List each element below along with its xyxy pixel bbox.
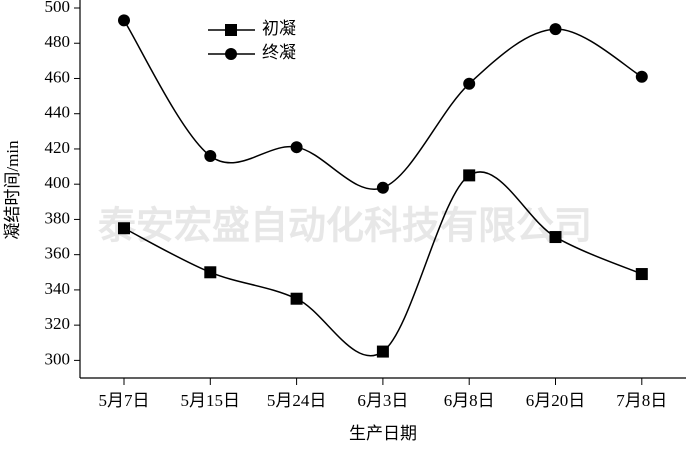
point — [118, 14, 130, 27]
x-tick-label: 5月24日 — [267, 391, 327, 410]
x-axis-label: 生产日期 — [349, 424, 417, 443]
y-tick-label: 460 — [45, 67, 71, 86]
legend-label: 初凝 — [262, 19, 296, 38]
y-tick-label: 360 — [45, 244, 71, 263]
point — [463, 169, 476, 182]
point — [635, 70, 648, 83]
point — [290, 292, 303, 305]
y-tick-label: 300 — [45, 349, 71, 368]
point — [463, 77, 476, 90]
x-tick-label: 6月3日 — [357, 391, 408, 410]
watermark: 泰安宏盛自动化科技有限公司 — [98, 204, 592, 248]
point — [204, 150, 217, 162]
series-line — [123, 171, 643, 357]
point — [549, 23, 562, 36]
series-line — [123, 19, 643, 191]
x-tick-label: 6月20日 — [526, 391, 586, 410]
y-tick-label: 340 — [45, 279, 71, 298]
point — [376, 345, 389, 358]
y-tick-label: 420 — [45, 138, 71, 157]
x-tick-label: 7月8日 — [616, 391, 667, 410]
y-tick-label: 400 — [45, 173, 71, 192]
x-tick-label: 5月15日 — [181, 391, 241, 410]
point — [376, 181, 389, 194]
legend-marker — [225, 48, 237, 60]
x-tick-label: 5月7日 — [99, 391, 150, 410]
point — [204, 266, 217, 279]
legend-label: 终凝 — [262, 43, 296, 62]
x-tick-label: 6月8日 — [444, 391, 495, 410]
y-tick-label: 500 — [45, 0, 71, 16]
point — [118, 222, 130, 235]
point — [290, 141, 303, 154]
legend-marker — [225, 24, 237, 36]
y-tick-label: 320 — [45, 314, 71, 333]
y-tick-label: 480 — [45, 32, 71, 51]
y-tick-label: 440 — [45, 103, 71, 122]
y-tick-label: 380 — [45, 208, 71, 227]
point — [549, 231, 562, 244]
y-axis-label: 凝结时间/min — [3, 140, 22, 240]
point — [635, 268, 648, 281]
